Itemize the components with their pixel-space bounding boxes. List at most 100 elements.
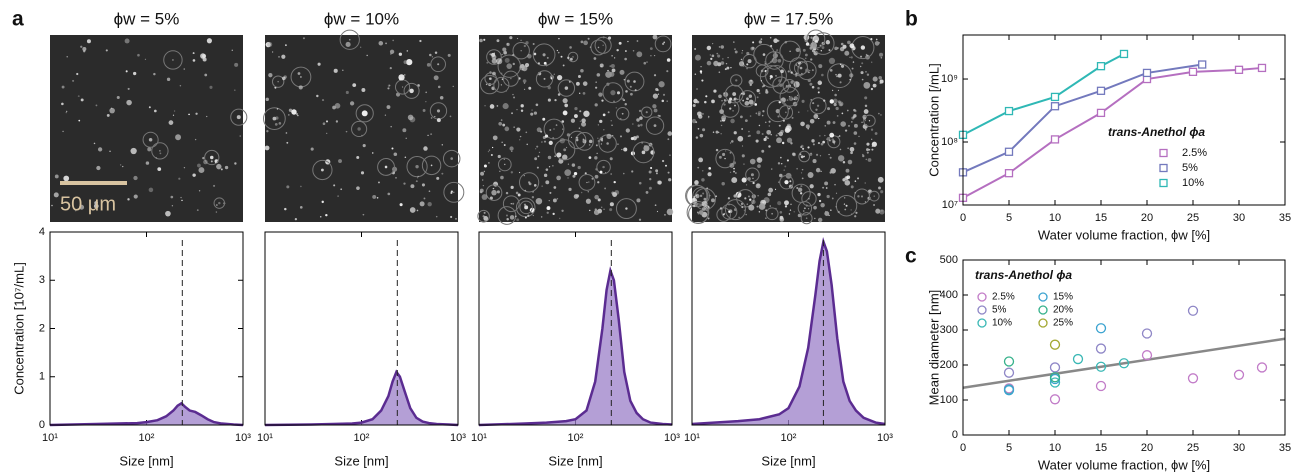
particle (516, 127, 521, 132)
particle (321, 168, 324, 172)
particle (667, 138, 670, 141)
particle (483, 38, 486, 41)
marker (1004, 106, 1014, 116)
halo (742, 53, 757, 69)
particle (780, 156, 782, 159)
particle (833, 102, 837, 107)
particle (122, 165, 124, 168)
particle (583, 40, 588, 46)
particle (624, 57, 627, 61)
halo (715, 148, 735, 169)
x-tick-label: 10¹ (684, 432, 700, 444)
particle (168, 120, 174, 125)
particle (540, 216, 543, 218)
particle (157, 167, 162, 171)
particle (699, 194, 703, 198)
legend-marker (1159, 178, 1168, 188)
particle (512, 62, 515, 66)
particle (623, 147, 628, 152)
particle (147, 147, 152, 152)
marker (1234, 65, 1244, 74)
particle (402, 128, 407, 133)
series-line (962, 66, 1263, 199)
particle (272, 116, 277, 121)
particle (701, 79, 704, 82)
particle (880, 190, 884, 194)
particle (632, 123, 634, 125)
particle (722, 152, 726, 156)
particle (575, 138, 579, 142)
particle (607, 36, 612, 40)
particle (842, 44, 847, 49)
particle (871, 148, 874, 151)
particle (345, 41, 351, 48)
y-tick-label: 300 (940, 324, 958, 336)
particle (866, 54, 869, 57)
y-axis-label: Concentration [10⁷/mL] (11, 262, 26, 395)
particle (873, 195, 875, 197)
particle (844, 208, 847, 211)
particle (636, 118, 640, 122)
x-tick-label: 10³ (664, 432, 680, 444)
particle (387, 84, 391, 88)
particle (800, 121, 805, 127)
particle (504, 126, 510, 132)
particle (281, 54, 286, 59)
particle (202, 156, 205, 160)
particle (231, 49, 233, 51)
particle (395, 177, 397, 179)
particle (505, 191, 509, 195)
particle (880, 56, 883, 59)
x-tick-label: 10 (1049, 442, 1061, 454)
particle (767, 192, 772, 197)
distribution-fill (265, 371, 458, 425)
particle (137, 53, 140, 57)
particle (403, 182, 406, 185)
particle (850, 185, 854, 189)
particle (552, 198, 557, 203)
particle (701, 112, 704, 116)
halo (835, 195, 858, 217)
particle (556, 49, 558, 52)
particle (711, 54, 715, 58)
particle (769, 205, 771, 207)
particle (796, 167, 798, 170)
particle (807, 172, 814, 178)
micrograph-title: ϕw = 17.5% (744, 9, 833, 28)
particle (667, 131, 673, 136)
particle (849, 56, 851, 58)
particle (154, 109, 157, 113)
particle (557, 93, 561, 96)
halo (782, 79, 797, 93)
particle (577, 165, 581, 170)
particle (847, 124, 851, 127)
particle (547, 86, 551, 90)
particle (879, 82, 881, 85)
particle (602, 44, 604, 46)
particle (525, 131, 528, 134)
particle (390, 53, 392, 55)
particle (769, 78, 772, 80)
particle (706, 60, 712, 66)
micrographs (50, 29, 885, 225)
halo (518, 172, 540, 193)
particle (500, 84, 503, 86)
particle (770, 168, 773, 170)
particle (595, 86, 598, 89)
marker (1003, 385, 1015, 396)
particle (850, 120, 853, 123)
particle (665, 164, 667, 167)
particle (733, 97, 737, 101)
particle (484, 105, 486, 107)
particle (210, 160, 213, 163)
particle (127, 87, 130, 90)
particle (588, 144, 591, 146)
particle (496, 190, 500, 194)
particle (733, 194, 737, 198)
particle (577, 75, 581, 78)
particle (564, 169, 572, 176)
particle (724, 150, 727, 152)
particle (733, 41, 735, 43)
particle (148, 106, 151, 109)
particle (645, 111, 648, 114)
